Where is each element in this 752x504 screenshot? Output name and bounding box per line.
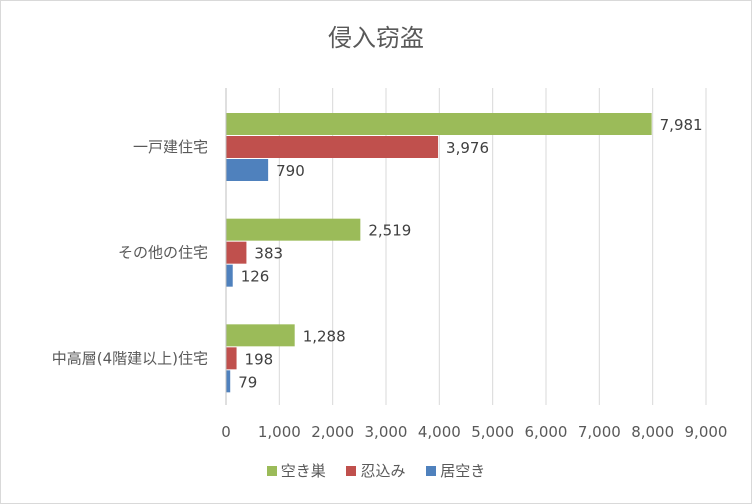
x-tick-label-4: 4,000 (418, 423, 461, 441)
data-label-s2-c2: 79 (238, 373, 257, 391)
x-tick-label-3: 3,000 (365, 423, 408, 441)
x-tick-label-1: 1,000 (258, 423, 301, 441)
x-tick-label-5: 5,000 (471, 423, 514, 441)
data-label-s0-c0: 7,981 (660, 116, 703, 134)
legend-label-0: 空き巣 (280, 462, 326, 480)
bar-s2-c0 (226, 159, 269, 181)
data-label-s2-c1: 126 (241, 268, 270, 286)
bar-s1-c2 (226, 347, 237, 370)
bar-s0-c0 (226, 113, 652, 135)
legend-item-1: 忍込み (346, 460, 406, 481)
bar-s1-c0 (226, 136, 439, 158)
legend-label-1: 忍込み (360, 462, 406, 480)
legend-swatch-2 (426, 466, 437, 476)
x-tick-label-9: 9,000 (685, 423, 728, 441)
x-tick-label-8: 8,000 (631, 423, 674, 441)
category-label-1: その他の住宅 (118, 244, 208, 262)
data-label-s0-c1: 2,519 (368, 222, 411, 240)
bar-s0-c2 (226, 324, 295, 347)
x-tick-label-0: 0 (221, 423, 231, 441)
legend-label-2: 居空き (440, 462, 486, 480)
category-label-0: 一戸建住宅 (133, 138, 208, 156)
bar-s1-c1 (226, 241, 247, 264)
legend-item-0: 空き巣 (266, 460, 326, 481)
data-label-s1-c2: 198 (245, 350, 274, 368)
x-tick-label-7: 7,000 (578, 423, 621, 441)
legend-item-2: 居空き (426, 460, 485, 481)
data-label-s1-c1: 383 (254, 245, 283, 263)
data-label-s1-c0: 3,976 (446, 139, 489, 157)
bar-s0-c1 (226, 218, 361, 241)
x-tick-label-6: 6,000 (525, 423, 568, 441)
bar-s2-c1 (226, 264, 233, 287)
bar-s2-c2 (226, 370, 231, 393)
data-label-s2-c0: 790 (276, 162, 305, 180)
category-label-2: 中高層(4階建以上)住宅 (52, 349, 208, 367)
legend-swatch-1 (346, 466, 357, 476)
legend-swatch-0 (266, 466, 277, 476)
data-label-s0-c2: 1,288 (303, 327, 346, 345)
legend: 空き巣 忍込み 居空き (0, 460, 752, 481)
x-tick-label-2: 2,000 (311, 423, 354, 441)
chart-title: 侵入窃盗 (328, 24, 424, 52)
